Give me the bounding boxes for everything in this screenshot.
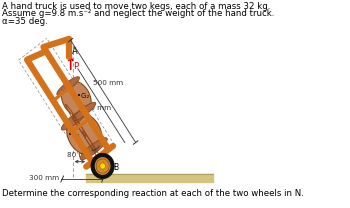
Text: 300 mm: 300 mm bbox=[29, 175, 59, 181]
Text: Determine the corresponding reaction at each of the two wheels in N.: Determine the corresponding reaction at … bbox=[2, 189, 304, 198]
Text: B: B bbox=[113, 162, 119, 172]
Circle shape bbox=[100, 163, 105, 169]
Ellipse shape bbox=[61, 108, 89, 130]
Text: 80 mm: 80 mm bbox=[67, 152, 93, 158]
Text: P: P bbox=[74, 62, 78, 71]
Circle shape bbox=[96, 159, 109, 173]
Ellipse shape bbox=[61, 81, 91, 116]
Text: •G₁: •G₁ bbox=[68, 132, 80, 138]
Text: A hand truck is used to move two kegs, each of a mass 32 kg.: A hand truck is used to move two kegs, e… bbox=[2, 2, 270, 11]
Text: A: A bbox=[72, 47, 77, 56]
Ellipse shape bbox=[80, 138, 107, 160]
Bar bbox=[86, 174, 214, 182]
Ellipse shape bbox=[57, 77, 79, 95]
Text: 500 mm: 500 mm bbox=[93, 80, 123, 86]
Ellipse shape bbox=[67, 113, 102, 155]
Text: α=35 deg.: α=35 deg. bbox=[2, 17, 48, 26]
Text: α: α bbox=[93, 144, 98, 153]
Text: 350 mm: 350 mm bbox=[81, 105, 111, 110]
Ellipse shape bbox=[73, 102, 96, 120]
Circle shape bbox=[93, 155, 113, 177]
Text: •G₂: •G₂ bbox=[77, 93, 90, 99]
Text: Assume g=9.8 m.s⁻² and neglect the weight of the hand truck.: Assume g=9.8 m.s⁻² and neglect the weigh… bbox=[2, 10, 274, 19]
